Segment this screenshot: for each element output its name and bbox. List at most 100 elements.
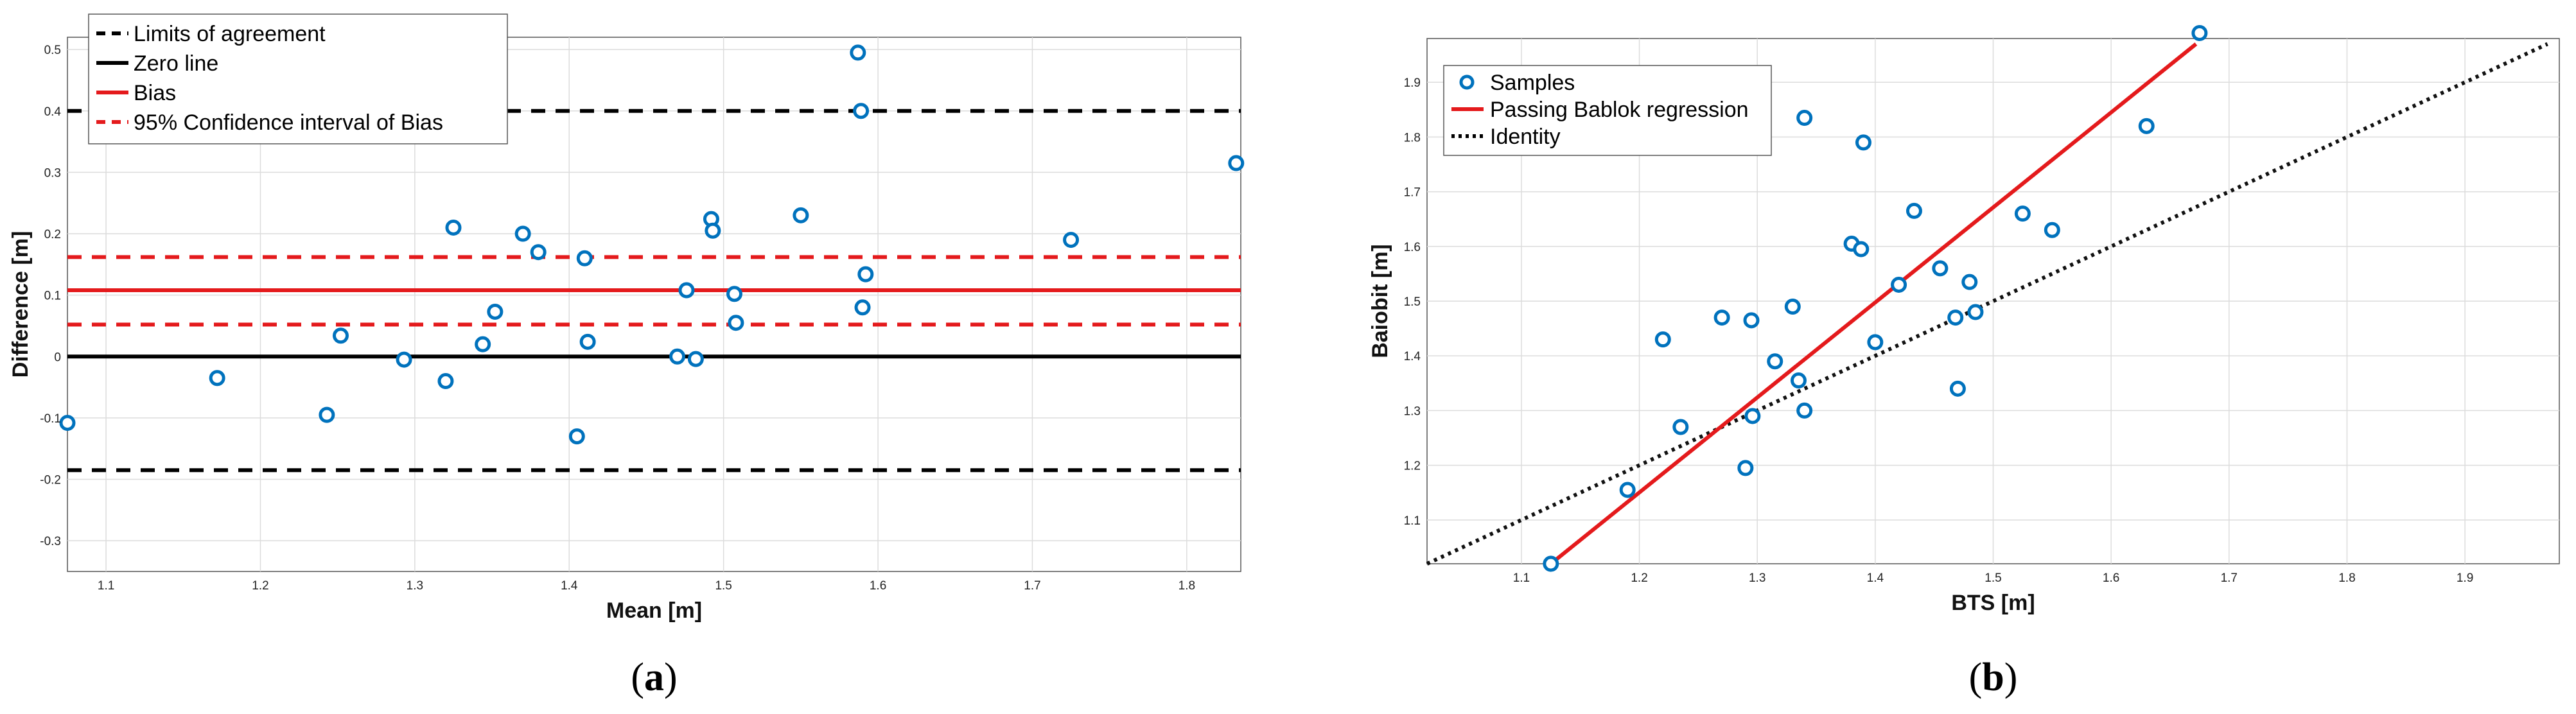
- data-point: [793, 207, 809, 223]
- data-point: [514, 225, 531, 242]
- x-tick-label: 1.7: [1024, 579, 1040, 593]
- y-axis-label-a: Difference [m]: [8, 231, 33, 378]
- data-point: [687, 351, 704, 367]
- data-point: [2014, 205, 2031, 222]
- y-axis-label-b: Baiobit [m]: [1368, 244, 1392, 358]
- x-tick-labels-b: 1.1 1.2 1.3 1.4 1.5 1.6 1.7 1.8 1.9: [1513, 571, 2474, 585]
- data-point: [396, 351, 412, 368]
- x-tick-label: 1.6: [870, 579, 886, 593]
- data-point: [2138, 118, 2155, 134]
- y-tick-label: 1.1: [1404, 514, 1421, 528]
- regression-plot: 1.1 1.2 1.3 1.4 1.5 1.6 1.7 1.8 1.9 1.1 1.2 1.3 1.4…: [1368, 24, 2560, 699]
- data-point: [579, 333, 596, 350]
- y-tick-label: 1.3: [1404, 405, 1421, 418]
- legend-label: Limits of agreement: [134, 22, 326, 46]
- x-tick-label: 1.8: [2338, 571, 2355, 585]
- panel-caption-a: (a): [631, 656, 677, 699]
- data-point: [1949, 380, 1966, 397]
- data-point: [726, 286, 743, 302]
- data-point: [1767, 353, 1783, 370]
- x-tick-label: 1.1: [98, 579, 114, 593]
- x-tick-label: 1.3: [1749, 571, 1766, 585]
- panel-letter-a: a: [644, 656, 664, 699]
- data-point: [857, 266, 874, 283]
- data-point: [1947, 309, 1964, 326]
- data-point: [475, 336, 491, 353]
- y-tick-label: -0.2: [40, 474, 61, 487]
- data-point: [1853, 241, 1870, 257]
- data-point: [678, 282, 695, 299]
- y-tick-label: 1.2: [1404, 460, 1421, 473]
- x-tick-label: 1.3: [407, 579, 423, 593]
- data-point: [1619, 482, 1636, 498]
- grid-a: [67, 37, 1241, 571]
- data-point: [568, 428, 585, 445]
- data-point: [2191, 24, 2208, 41]
- data-point: [669, 348, 686, 365]
- data-point: [1543, 555, 1559, 572]
- data-point: [1867, 334, 1884, 351]
- y-tick-label: 0.5: [44, 44, 61, 57]
- x-tick-label: 1.7: [2221, 571, 2238, 585]
- data-point: [530, 244, 547, 261]
- data-point: [445, 219, 462, 236]
- legend-box: [88, 13, 508, 144]
- identity-line: [1426, 42, 2548, 566]
- bland-altman-plot: 1.1 1.2 1.3 1.4 1.5 1.6 1.7 1.8 -0.3 -0.2 -0.1 0 0.…: [8, 13, 1245, 699]
- x-axis-label-b: BTS [m]: [1951, 591, 2035, 615]
- legend-box: [1443, 65, 1772, 156]
- data-point: [1737, 460, 1754, 476]
- data-point: [853, 103, 870, 119]
- legend-label: Passing Bablok regression: [1490, 98, 1749, 122]
- y-tick-label: 0: [54, 351, 61, 364]
- data-point: [487, 303, 504, 320]
- passing-bablok-regression-line: [1549, 42, 2198, 566]
- y-tick-label: 1.7: [1404, 186, 1421, 200]
- data-point: [437, 373, 454, 390]
- data-point: [1967, 304, 1984, 320]
- data-point: [1743, 312, 1760, 329]
- data-point: [1713, 309, 1730, 326]
- y-tick-label: 0.3: [44, 166, 61, 180]
- x-axis-label-a: Mean [m]: [606, 598, 702, 623]
- data-point: [705, 222, 721, 239]
- y-tick-label: -0.3: [40, 535, 61, 548]
- x-tick-label: 1.4: [561, 579, 578, 593]
- y-tick-label: 1.9: [1404, 76, 1421, 90]
- x-tick-label: 1.2: [1631, 571, 1647, 585]
- y-tick-label: 1.8: [1404, 131, 1421, 144]
- y-tick-label: 1.4: [1404, 350, 1421, 363]
- data-point: [1654, 331, 1671, 348]
- y-tick-labels-a: -0.3 -0.2 -0.1 0 0.1 0.2 0.3 0.4 0.5: [40, 44, 61, 548]
- legend-label: Samples: [1490, 71, 1575, 95]
- data-point: [1672, 419, 1689, 435]
- x-tick-label: 1.4: [1867, 571, 1884, 585]
- data-point: [850, 44, 866, 61]
- data-point: [1961, 274, 1978, 290]
- y-tick-label: 0.4: [44, 105, 62, 119]
- data-point: [319, 406, 335, 423]
- data-point: [1796, 110, 1813, 126]
- legend-label: 95% Confidence interval of Bias: [134, 110, 443, 135]
- x-tick-labels-a: 1.1 1.2 1.3 1.4 1.5 1.6 1.7 1.8: [98, 579, 1195, 593]
- data-point: [1855, 134, 1871, 151]
- y-tick-label: -0.1: [40, 412, 61, 426]
- data-point: [1906, 202, 1922, 219]
- data-point: [332, 327, 349, 344]
- data-point: [1784, 299, 1801, 315]
- panel-caption-b: (b): [1969, 656, 2018, 699]
- x-tick-label: 1.5: [1985, 571, 2001, 585]
- y-tick-label: 1.5: [1404, 295, 1421, 309]
- data-point: [1744, 408, 1761, 424]
- data-point: [728, 315, 744, 331]
- legend-b: Samples Passing Bablok regression Identity: [1443, 65, 1772, 156]
- legend-a: Limits of agreement Zero line Bias 95% Conf…: [88, 13, 508, 144]
- data-point: [1790, 372, 1807, 389]
- x-tick-label: 1.5: [715, 579, 732, 593]
- data-point: [1228, 155, 1245, 171]
- y-tick-label: 1.6: [1404, 241, 1421, 254]
- x-tick-label: 1.8: [1178, 579, 1195, 593]
- reference-lines-b: [1426, 42, 2548, 566]
- legend-label: Identity: [1490, 125, 1561, 149]
